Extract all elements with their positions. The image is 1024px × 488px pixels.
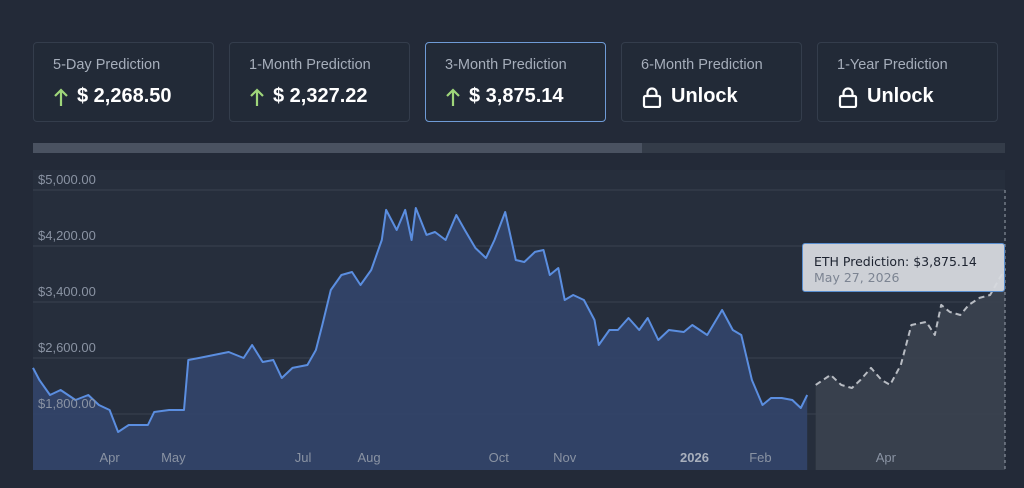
up-arrow-icon — [250, 87, 264, 106]
card-title: 1-Year Prediction — [837, 57, 948, 73]
up-arrow-icon — [54, 87, 68, 106]
x-tick-label: Apr — [876, 450, 897, 465]
scrollbar[interactable] — [33, 143, 1005, 153]
card-value-text: $ 2,268.50 — [77, 85, 172, 107]
prediction-line — [815, 268, 1006, 389]
x-tick-label: Apr — [99, 450, 120, 465]
card-value-text: $ 2,327.22 — [273, 85, 368, 107]
prediction-card[interactable]: 1-Month Prediction $ 2,327.22 — [229, 42, 410, 122]
prediction-card[interactable]: 5-Day Prediction $ 2,268.50 — [33, 42, 214, 122]
prediction-card[interactable]: 6-Month Prediction Unlock — [621, 42, 802, 122]
scroll-thumb[interactable] — [33, 143, 642, 153]
card-value: $ 3,875.14 — [445, 85, 564, 108]
card-title: 5-Day Prediction — [53, 57, 161, 73]
y-tick-label: $5,000.00 — [38, 172, 96, 187]
lock-icon — [642, 86, 662, 108]
x-tick-label: Feb — [749, 450, 771, 465]
x-tick-label: Aug — [357, 450, 380, 465]
card-value: Unlock — [641, 85, 738, 108]
card-value: $ 2,268.50 — [53, 85, 172, 108]
price-line — [32, 207, 809, 433]
x-tick-label: May — [161, 450, 186, 465]
prediction-card[interactable]: 1-Year Prediction Unlock — [817, 42, 998, 122]
card-title: 6-Month Prediction — [641, 57, 763, 73]
lock-icon — [838, 86, 858, 108]
x-tick-label: Jul — [295, 450, 312, 465]
card-title: 1-Month Prediction — [249, 57, 371, 73]
tooltip-date: May 27, 2026 — [814, 270, 900, 285]
x-tick-label: Nov — [553, 450, 577, 465]
area — [815, 268, 1005, 470]
card-value: Unlock — [837, 85, 934, 108]
card-value-text: $ 3,875.14 — [469, 85, 564, 107]
card-value-text: Unlock — [671, 85, 738, 107]
tooltip-text: ETH Prediction: $3,875.14 — [814, 254, 977, 269]
y-tick-label: $2,600.00 — [38, 340, 96, 355]
y-tick-label: $1,800.00 — [38, 396, 96, 411]
area — [33, 208, 808, 470]
x-tick-label: 2026 — [680, 450, 709, 465]
card-title: 3-Month Prediction — [445, 57, 567, 73]
card-value: $ 2,327.22 — [249, 85, 368, 108]
x-tick-label: Oct — [489, 450, 510, 465]
card-value-text: Unlock — [867, 85, 934, 107]
y-tick-label: $4,200.00 — [38, 228, 96, 243]
tooltip: ETH Prediction: $3,875.14 May 27, 2026 — [802, 243, 1005, 292]
up-arrow-icon — [446, 87, 460, 106]
y-tick-label: $3,400.00 — [38, 284, 96, 299]
prediction-card[interactable]: 3-Month Prediction $ 3,875.14 — [425, 42, 606, 122]
